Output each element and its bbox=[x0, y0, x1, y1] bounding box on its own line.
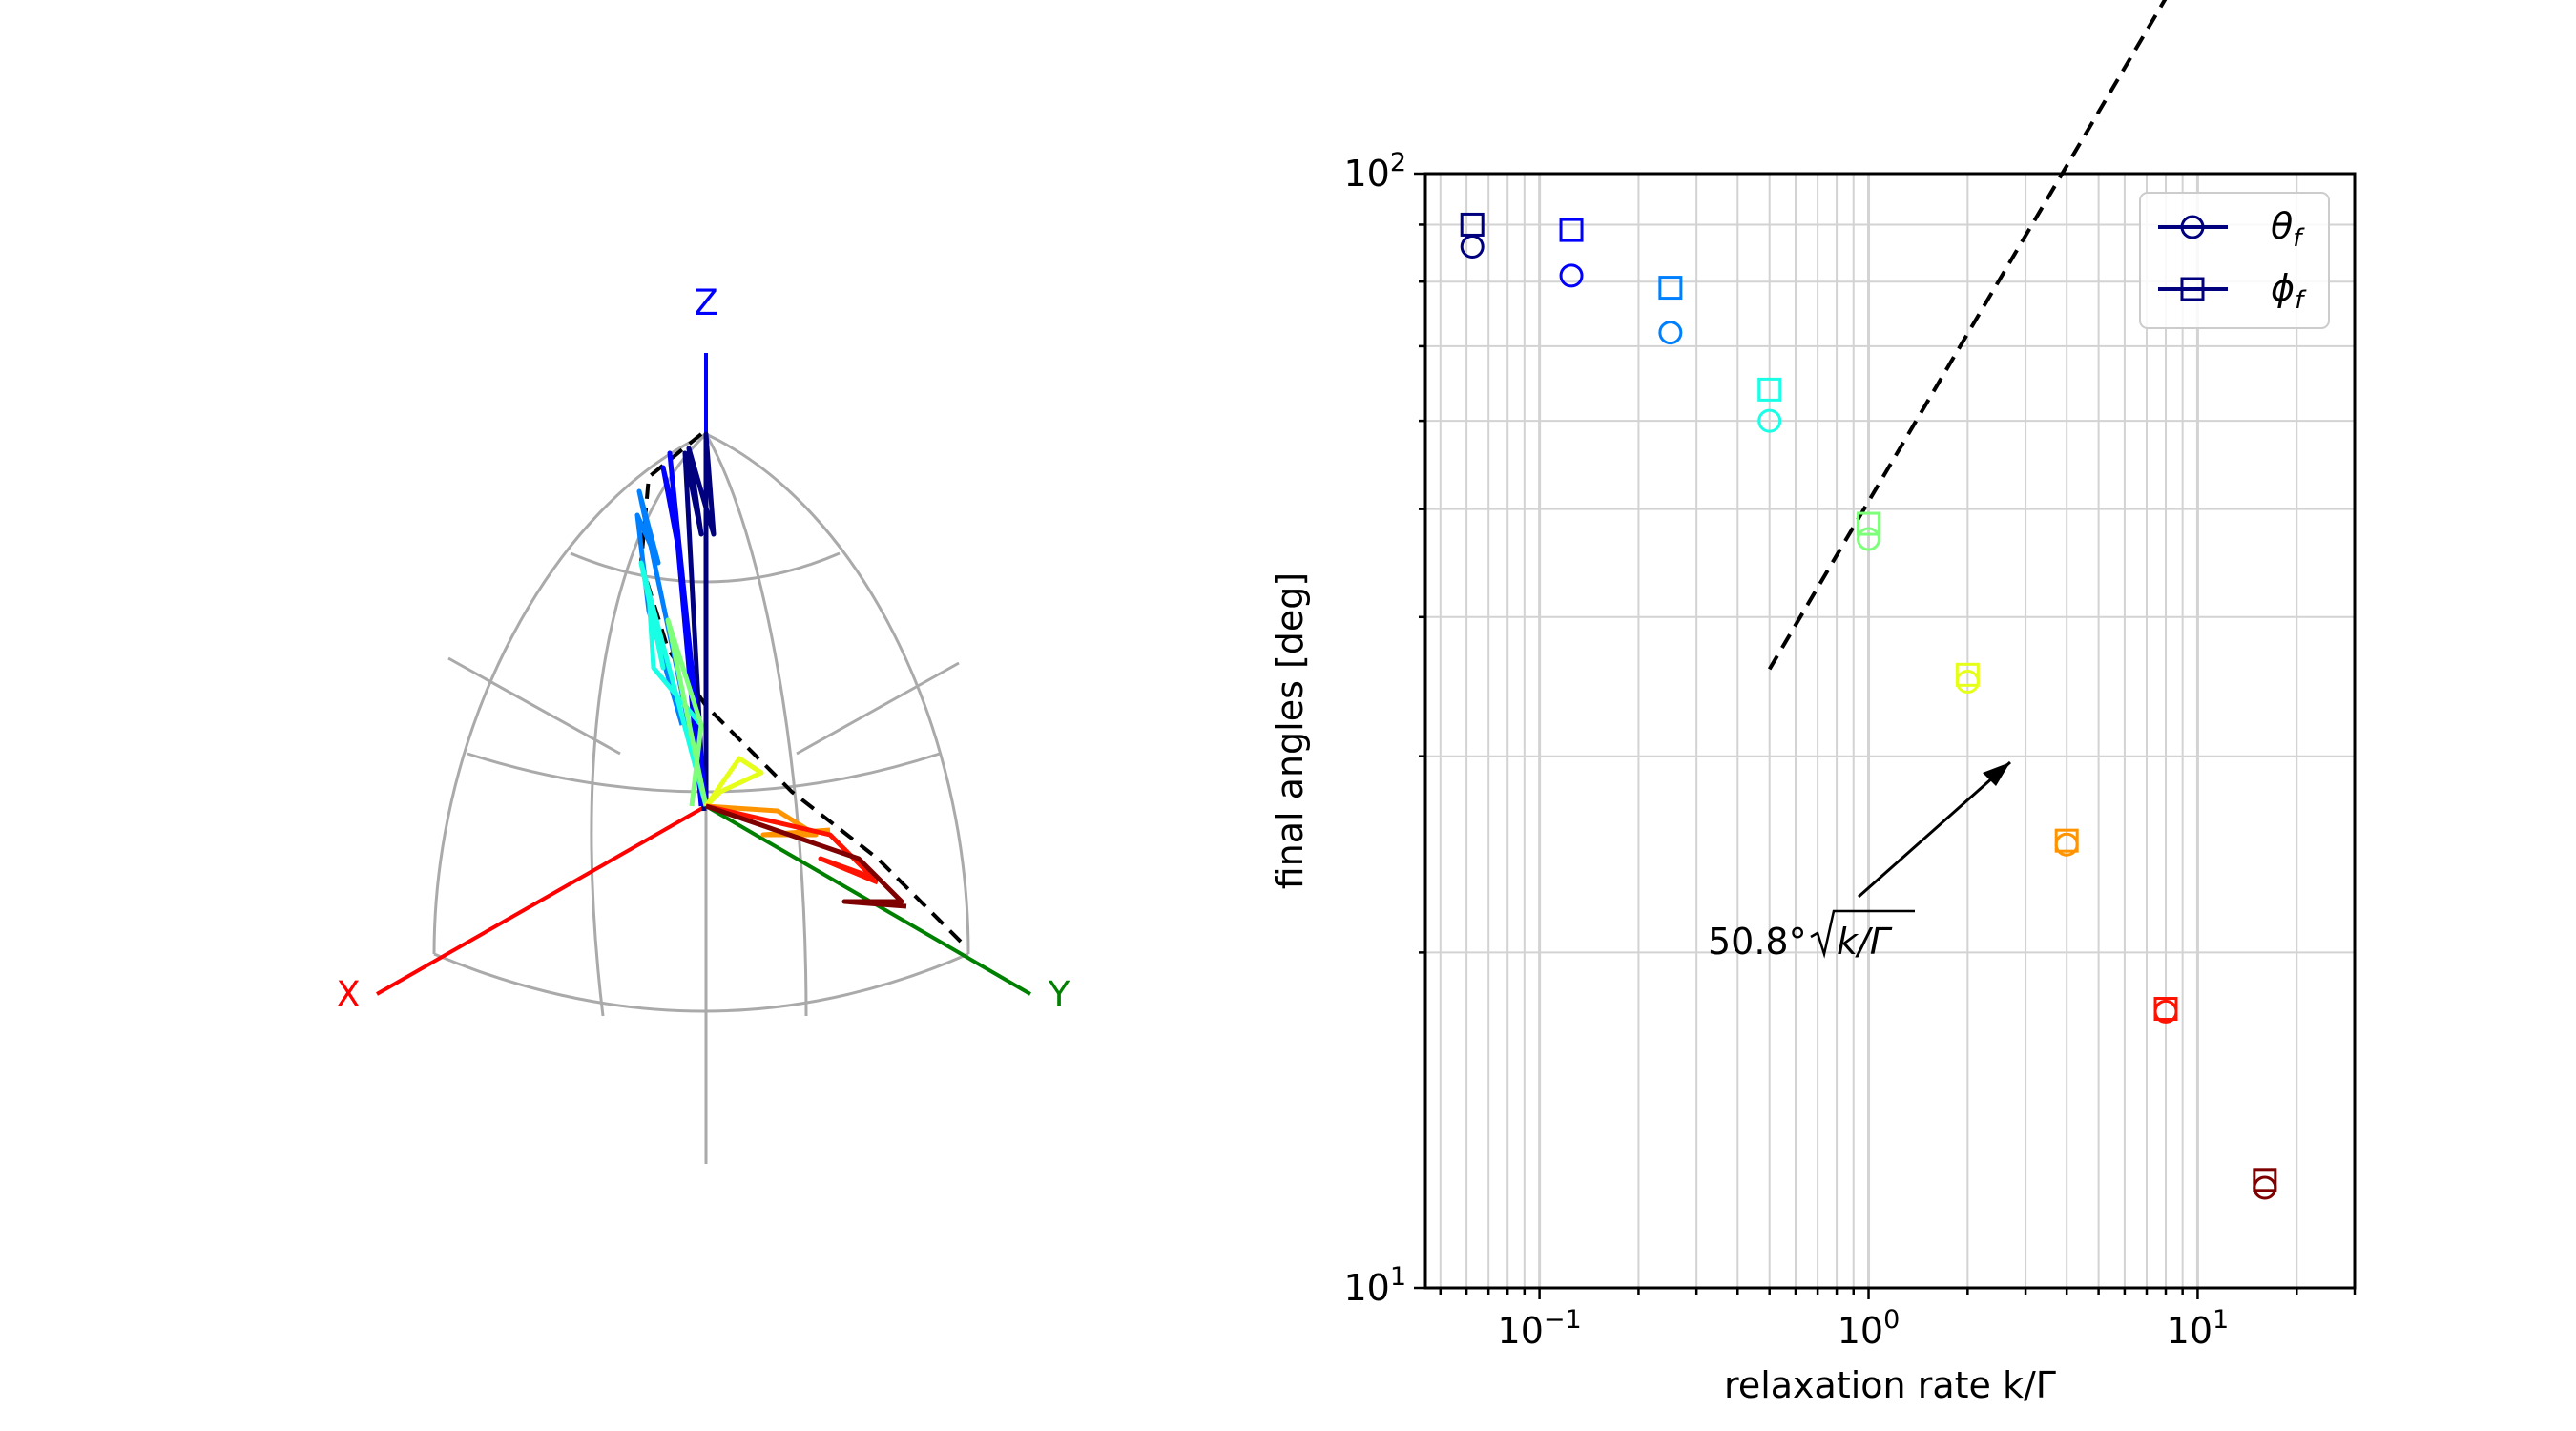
annotation-prefix: 50.8° bbox=[1708, 921, 1807, 963]
y-tick-label-base: 10 bbox=[1343, 153, 1389, 195]
annotation-expression: k/Γ bbox=[1837, 921, 1893, 963]
trajectory-5 bbox=[665, 617, 709, 807]
sphere-rim bbox=[433, 952, 969, 1013]
theta-marker bbox=[1559, 263, 1584, 288]
theta-marker bbox=[1955, 670, 1980, 695]
y-axis-title: final angles [deg] bbox=[1269, 572, 1311, 890]
phi-marker bbox=[1757, 377, 1782, 402]
trajectory-4 bbox=[638, 560, 709, 807]
legend-phi-symbol: ϕ bbox=[2271, 267, 2295, 309]
trajectory-2 bbox=[660, 450, 709, 807]
theta-marker bbox=[2153, 999, 2178, 1024]
meridian-2 bbox=[704, 433, 808, 1017]
legend-marker-square bbox=[2180, 277, 2205, 301]
x-tick-label-exponent: 0 bbox=[1883, 1305, 1900, 1335]
x-tick-label-base: 10 bbox=[1498, 1310, 1544, 1352]
theta-marker bbox=[1757, 408, 1782, 433]
trajectory-8 bbox=[705, 803, 879, 885]
x-axis-title: relaxation rate k/Γ bbox=[1724, 1364, 2056, 1406]
x-tick-label-exponent: −1 bbox=[1544, 1305, 1582, 1335]
phi-marker bbox=[1955, 662, 1980, 687]
legend: θf ϕf bbox=[2139, 192, 2330, 329]
phi-marker bbox=[2253, 1168, 2277, 1192]
trajectory-9 bbox=[705, 803, 907, 909]
fit-line-layer bbox=[1767, 0, 2168, 671]
y-axis-label: Y bbox=[1048, 974, 1070, 1015]
theta-marker bbox=[1460, 235, 1485, 259]
radial-line-2 bbox=[796, 661, 960, 756]
x-axis-line bbox=[376, 804, 707, 996]
trajectories bbox=[634, 431, 907, 909]
x-tick-label-base: 10 bbox=[2167, 1310, 2212, 1352]
z-axis-label: Z bbox=[694, 282, 717, 323]
annotation-sqrt-sign bbox=[1810, 909, 1915, 959]
x-axis-label: X bbox=[336, 974, 360, 1015]
data-markers bbox=[1460, 212, 2277, 1200]
x-tick-label-base: 10 bbox=[1838, 1310, 1883, 1352]
radial-line-1 bbox=[447, 656, 621, 756]
theta-marker bbox=[1658, 321, 1683, 345]
y-tick-label: 102 bbox=[1343, 148, 1406, 195]
fit-annotation: 50.8° k/Γ bbox=[1708, 760, 2011, 963]
fit-line bbox=[1767, 0, 2168, 671]
sphere-3d-plot: X Y Z bbox=[336, 282, 1070, 1164]
trajectory-1 bbox=[682, 431, 717, 812]
y-tick-label-exponent: 2 bbox=[1390, 148, 1406, 177]
plot-area bbox=[1425, 174, 2355, 1288]
theta-marker bbox=[2054, 832, 2079, 857]
trajectory-6 bbox=[703, 756, 764, 808]
legend-marker-circle bbox=[2180, 215, 2205, 239]
phi-marker bbox=[1857, 511, 1881, 536]
plot-frame bbox=[1423, 172, 2357, 1290]
x-tick-label: 10−1 bbox=[1498, 1305, 1582, 1352]
theta-marker bbox=[1857, 527, 1881, 551]
y-tick-label-base: 10 bbox=[1343, 1267, 1389, 1309]
phi-marker bbox=[1559, 218, 1584, 242]
legend-theta-symbol: θ bbox=[2271, 205, 2293, 247]
x-tick-label-exponent: 1 bbox=[2212, 1305, 2229, 1335]
theta-marker bbox=[2253, 1175, 2277, 1200]
annotation-arrowhead bbox=[1983, 762, 2010, 786]
y-tick-label: 101 bbox=[1343, 1262, 1406, 1309]
phi-marker bbox=[1658, 276, 1683, 301]
x-tick-label: 101 bbox=[2167, 1305, 2230, 1352]
y-tick-label-exponent: 1 bbox=[1390, 1262, 1406, 1292]
annotation-arrow bbox=[1858, 760, 2011, 899]
x-tick-label: 100 bbox=[1838, 1305, 1901, 1352]
